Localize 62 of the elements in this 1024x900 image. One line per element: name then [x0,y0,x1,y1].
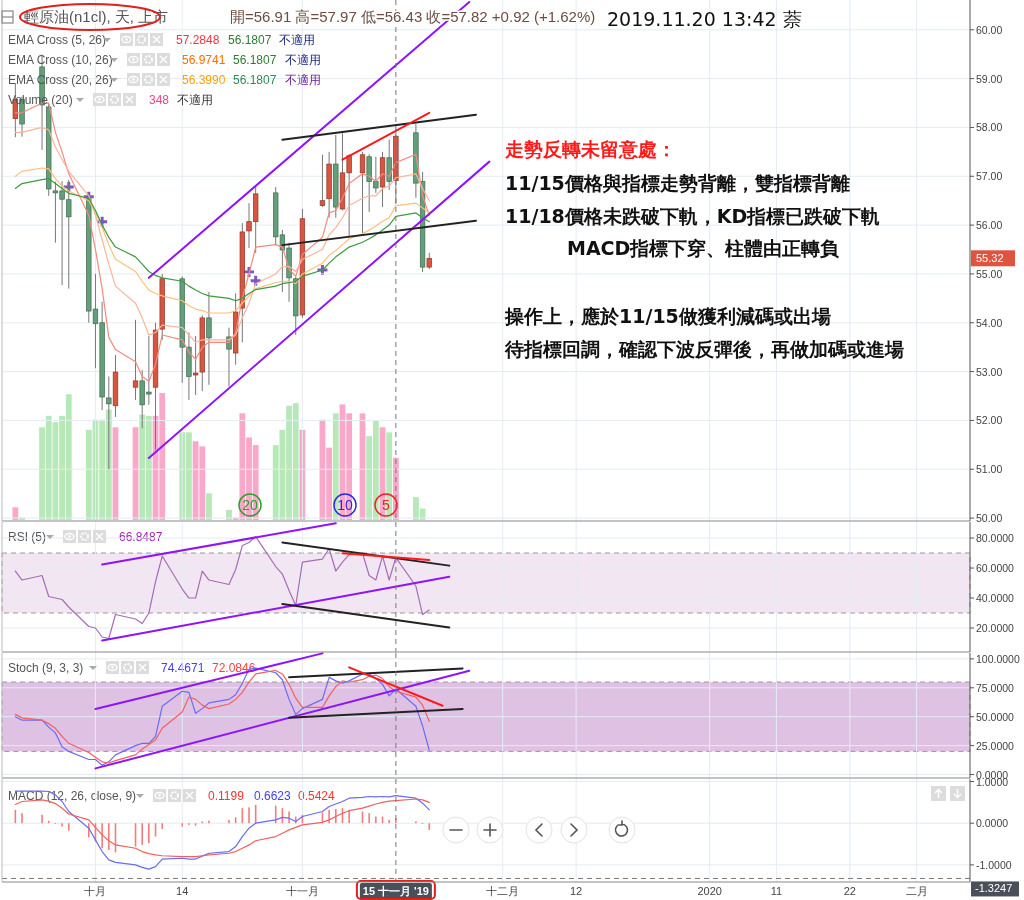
y-tick-label: 60.0000 [976,562,1015,575]
annotation: 不適用 [177,93,213,107]
annotation: 56.3990 [182,73,226,87]
annotation: 不適用 [285,53,321,67]
x-tick-label: 十月 [84,885,107,897]
annotation: 走勢反轉未留意處： [504,138,676,160]
annotation: 不適用 [285,73,321,87]
annotation: 56.1807 [228,33,272,47]
y-tick-label: 54.00 [976,316,1003,329]
x-tick-label: 十一月 [285,885,319,897]
annotation: 57.2848 [176,33,220,47]
y-tick-label: 53.00 [976,365,1003,378]
annotation: 0.6623 [254,789,292,803]
annotation: 2019.11.20 13:42 萘 [607,8,802,30]
annotation: 56.1807 [233,73,277,87]
y-tick-label: 52.00 [976,414,1003,427]
annotation: 11/18價格未跌破下軌，KD指標已跌破下軌 [505,205,881,227]
annotation: 11/15價格與指標走勢背離，雙指標背離 [505,172,850,194]
annotation: 66.8487 [119,530,163,544]
y-tick-label: 58.00 [976,121,1003,134]
annotation: 74.4671 [161,661,205,675]
y-tick-label: 50.00 [976,512,1003,525]
x-tick-label: 12 [570,885,583,897]
annotation: Stoch (9, 3, 3) [8,661,84,675]
annotation: EMA Cross (10, 26) [8,53,113,67]
annotation: 操作上，應於11/15做獲利減碼或出場 [504,305,831,327]
annotation: MACD指標下穿、柱體由正轉負 [567,237,841,259]
annotation: 56.1807 [233,53,277,67]
annotation: 72.0846 [212,661,256,675]
text: 55.32 [976,252,1004,265]
x-tick-label: 14 [176,885,189,897]
annotation: 待指標回調，確認下波反彈後，再做加碼或進場 [504,338,904,360]
y-tick-label: 20.0000 [976,622,1015,635]
annotation: RSI (5) [8,530,47,544]
x-tick-label: 十二月 [486,885,520,897]
annotation: 0.5424 [298,789,336,803]
y-tick-label: 51.00 [976,463,1003,476]
y-tick-label: 75.0000 [976,681,1015,694]
ref-line-label: -1.3247 [975,882,1013,895]
y-tick-label: 0.0000 [976,817,1009,830]
y-tick-label: 100.0000 [976,652,1020,665]
x-tick-label: 22 [843,885,856,897]
y-tick-label: 25.0000 [976,739,1015,752]
y-tick-label: 40.0000 [976,592,1015,605]
annotation: 56.9741 [182,53,226,67]
x-tick-label: 2020 [697,885,722,897]
y-tick-label: 57.00 [976,170,1003,183]
annotation: 5 [382,497,391,513]
y-tick-label: 80.0000 [976,532,1015,545]
annotation: 348 [149,93,170,107]
ref-line-label: 15 十一月 '19 [362,885,429,897]
y-tick-label: 50.0000 [976,710,1015,723]
annotation: 0.1199 [208,789,245,803]
annotation: 不適用 [279,33,315,47]
y-tick-label: 60.00 [976,23,1003,36]
y-tick-label: -1.0000 [976,858,1012,871]
y-tick-label: 55.00 [976,267,1003,280]
annotation: EMA Cross (5, 26) [8,33,107,47]
y-tick-label: 56.00 [976,219,1003,232]
x-tick-label: 二月 [905,885,928,897]
x-tick-label: 11 [770,885,783,897]
y-tick-label: 59.00 [976,72,1003,85]
